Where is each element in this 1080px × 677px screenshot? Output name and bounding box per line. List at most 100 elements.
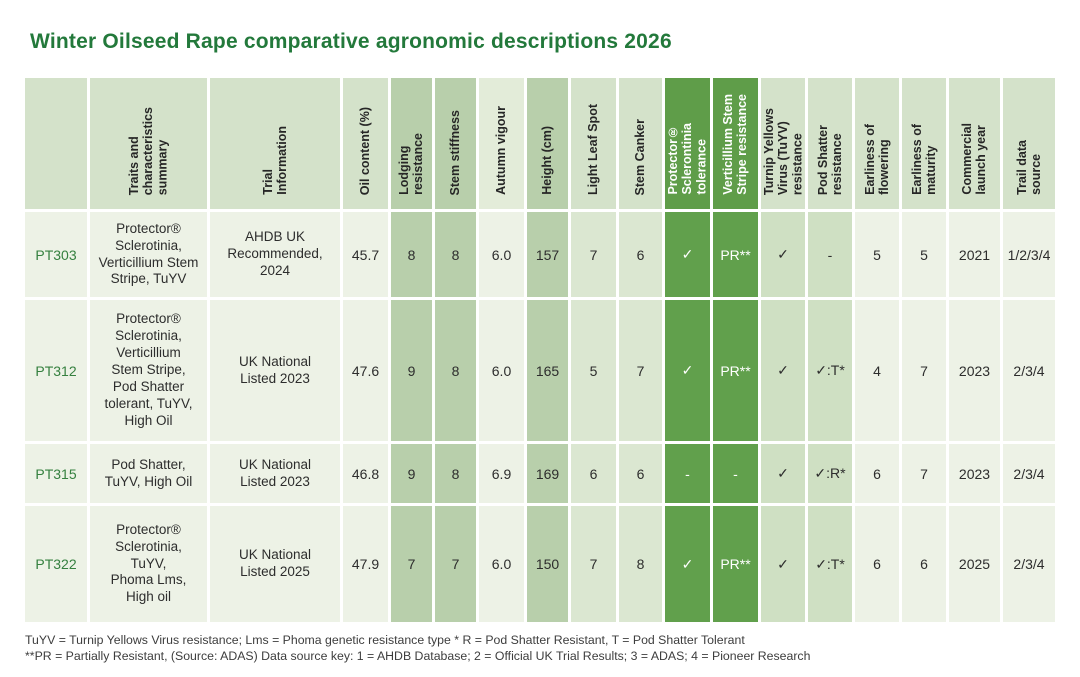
table-row-pt322: PT322 Protector® Sclerotinia, TuYV, Phom… xyxy=(25,506,1055,622)
cell-earliness-flowering: 5 xyxy=(855,212,899,297)
cell-verticillium-resistance: PR** xyxy=(713,212,758,297)
cell-earliness-maturity: 7 xyxy=(902,444,946,503)
cell-oil: 47.9 xyxy=(343,506,388,622)
cell-data-source: 2/3/4 xyxy=(1003,444,1055,503)
cell-traits: Protector® Sclerotinia, TuYV, Phoma Lms,… xyxy=(90,506,207,622)
cell-pod-shatter: ✓:T* xyxy=(808,506,852,622)
cell-autumn-vigour: 6.0 xyxy=(479,506,524,622)
cell-data-source: 2/3/4 xyxy=(1003,300,1055,441)
variety-label: PT315 xyxy=(25,444,87,503)
col-header-trial-data-source: Trail data source xyxy=(1003,78,1055,209)
cell-light-leaf-spot: 7 xyxy=(571,212,616,297)
col-header-earliness-of-flowering: Earliness of flowering xyxy=(855,78,899,209)
cell-stem-stiffness: 8 xyxy=(435,300,476,441)
cell-light-leaf-spot: 6 xyxy=(571,444,616,503)
table-row-pt315: PT315 Pod Shatter, TuYV, High Oil UK Nat… xyxy=(25,444,1055,503)
cell-stem-canker: 8 xyxy=(619,506,662,622)
cell-stem-canker: 6 xyxy=(619,212,662,297)
col-header-pod-shatter-resistance: Pod Shatter resistance xyxy=(808,78,852,209)
cell-verticillium-resistance: PR** xyxy=(713,506,758,622)
cell-verticillium-resistance: - xyxy=(713,444,758,503)
cell-launch-year: 2021 xyxy=(949,212,1000,297)
cell-launch-year: 2023 xyxy=(949,444,1000,503)
cell-height: 165 xyxy=(527,300,568,441)
variety-label: PT312 xyxy=(25,300,87,441)
cell-stem-stiffness: 8 xyxy=(435,444,476,503)
col-header-trial-information: Trial Information xyxy=(210,78,340,209)
cell-stem-stiffness: 7 xyxy=(435,506,476,622)
col-header-light-leaf-spot: Light Leaf Spot xyxy=(571,78,616,209)
cell-tuyv: ✓ xyxy=(761,300,805,441)
cell-protector-tolerance: ✓ xyxy=(665,300,710,441)
cell-stem-stiffness: 8 xyxy=(435,212,476,297)
cell-tuyv: ✓ xyxy=(761,506,805,622)
cell-oil: 47.6 xyxy=(343,300,388,441)
table-header-row: Traits and characteristics summary Trial… xyxy=(25,78,1055,209)
footnote-line-2: **PR = Partially Resistant, (Source: ADA… xyxy=(25,648,811,663)
page-title: Winter Oilseed Rape comparative agronomi… xyxy=(30,30,672,53)
cell-traits: Protector® Sclerotinia, Verticillium Ste… xyxy=(90,212,207,297)
cell-data-source: 2/3/4 xyxy=(1003,506,1055,622)
col-header-verticillium-stem-stripe-resistance: Verticillium Stem Stripe resistance xyxy=(713,78,758,209)
col-header-tuyv-resistance: Turnip Yellows Virus (TuYV) resistance xyxy=(761,78,805,209)
cell-earliness-flowering: 6 xyxy=(855,444,899,503)
cell-oil: 45.7 xyxy=(343,212,388,297)
footnotes: TuYV = Turnip Yellows Virus resistance; … xyxy=(25,633,810,665)
cell-protector-tolerance: ✓ xyxy=(665,212,710,297)
variety-label: PT303 xyxy=(25,212,87,297)
cell-pod-shatter: ✓:R* xyxy=(808,444,852,503)
cell-trial: AHDB UK Recommended, 2024 xyxy=(210,212,340,297)
cell-earliness-maturity: 7 xyxy=(902,300,946,441)
cell-data-source: 1/2/3/4 xyxy=(1003,212,1055,297)
cell-launch-year: 2023 xyxy=(949,300,1000,441)
cell-traits: Protector® Sclerotinia, Verticillium Ste… xyxy=(90,300,207,441)
cell-autumn-vigour: 6.0 xyxy=(479,300,524,441)
cell-earliness-maturity: 5 xyxy=(902,212,946,297)
col-header-earliness-of-maturity: Earliness of maturity xyxy=(902,78,946,209)
cell-lodging: 9 xyxy=(391,444,432,503)
agronomic-descriptions-table: Traits and characteristics summary Trial… xyxy=(22,75,1058,625)
cell-light-leaf-spot: 7 xyxy=(571,506,616,622)
cell-pod-shatter: ✓:T* xyxy=(808,300,852,441)
col-header-stem-stiffness: Stem stiffness xyxy=(435,78,476,209)
cell-lodging: 7 xyxy=(391,506,432,622)
cell-stem-canker: 6 xyxy=(619,444,662,503)
cell-height: 150 xyxy=(527,506,568,622)
cell-earliness-maturity: 6 xyxy=(902,506,946,622)
cell-trial: UK National Listed 2023 xyxy=(210,300,340,441)
footnote-line-1: TuYV = Turnip Yellows Virus resistance; … xyxy=(25,633,745,647)
col-header-traits-summary: Traits and characteristics summary xyxy=(90,78,207,209)
cell-height: 169 xyxy=(527,444,568,503)
cell-protector-tolerance: ✓ xyxy=(665,506,710,622)
cell-tuyv: ✓ xyxy=(761,212,805,297)
table-row-pt312: PT312 Protector® Sclerotinia, Verticilli… xyxy=(25,300,1055,441)
cell-lodging: 8 xyxy=(391,212,432,297)
cell-launch-year: 2025 xyxy=(949,506,1000,622)
cell-trial: UK National Listed 2023 xyxy=(210,444,340,503)
col-header-protector-sclerotinia-tolerance: Protector® Sclerontinia tolerance xyxy=(665,78,710,209)
col-header-oil-content: Oil content (%) xyxy=(343,78,388,209)
cell-lodging: 9 xyxy=(391,300,432,441)
cell-traits: Pod Shatter, TuYV, High Oil xyxy=(90,444,207,503)
table-row-pt303: PT303 Protector® Sclerotinia, Verticilli… xyxy=(25,212,1055,297)
col-header-autumn-vigour: Autumn vigour xyxy=(479,78,524,209)
col-header-commercial-launch-year: Commercial launch year xyxy=(949,78,1000,209)
variety-label: PT322 xyxy=(25,506,87,622)
col-header-height: Height (cm) xyxy=(527,78,568,209)
cell-tuyv: ✓ xyxy=(761,444,805,503)
cell-earliness-flowering: 4 xyxy=(855,300,899,441)
cell-pod-shatter: - xyxy=(808,212,852,297)
cell-oil: 46.8 xyxy=(343,444,388,503)
cell-autumn-vigour: 6.9 xyxy=(479,444,524,503)
col-header-lodging-resistance: Lodging resistance xyxy=(391,78,432,209)
cell-earliness-flowering: 6 xyxy=(855,506,899,622)
cell-light-leaf-spot: 5 xyxy=(571,300,616,441)
cell-stem-canker: 7 xyxy=(619,300,662,441)
cell-verticillium-resistance: PR** xyxy=(713,300,758,441)
col-header-stem-canker: Stem Canker xyxy=(619,78,662,209)
cell-autumn-vigour: 6.0 xyxy=(479,212,524,297)
col-header-variety xyxy=(25,78,87,209)
cell-height: 157 xyxy=(527,212,568,297)
cell-protector-tolerance: - xyxy=(665,444,710,503)
cell-trial: UK National Listed 2025 xyxy=(210,506,340,622)
